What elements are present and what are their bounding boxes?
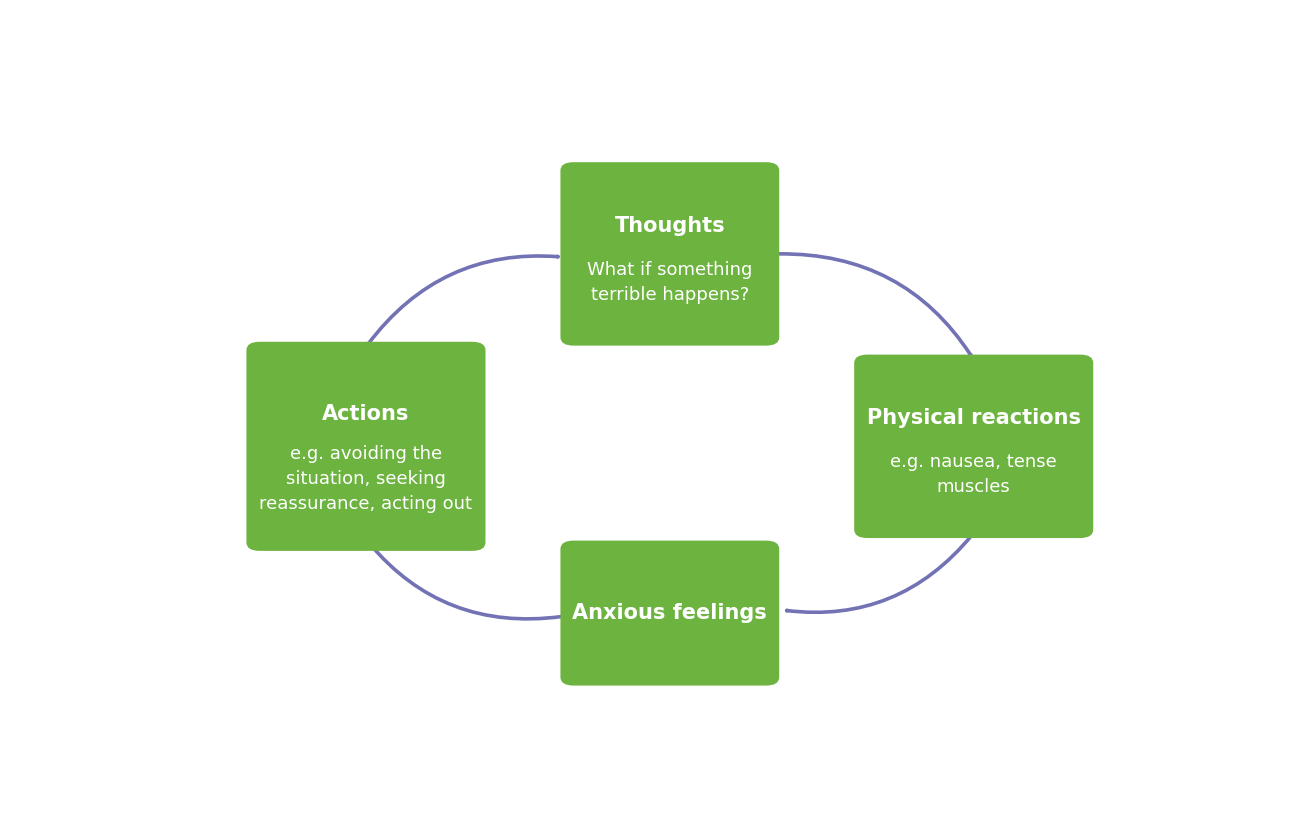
Text: e.g. avoiding the
situation, seeking
reassurance, acting out: e.g. avoiding the situation, seeking rea… — [260, 445, 472, 513]
Text: e.g. nausea, tense
muscles: e.g. nausea, tense muscles — [890, 453, 1057, 496]
Text: Actions: Actions — [323, 404, 409, 424]
FancyBboxPatch shape — [561, 162, 779, 346]
FancyBboxPatch shape — [855, 355, 1093, 538]
Text: Physical reactions: Physical reactions — [867, 408, 1081, 428]
Text: Anxious feelings: Anxious feelings — [572, 603, 767, 623]
Text: Thoughts: Thoughts — [614, 216, 725, 236]
Text: What if something
terrible happens?: What if something terrible happens? — [587, 261, 753, 304]
FancyBboxPatch shape — [247, 342, 485, 551]
FancyBboxPatch shape — [561, 541, 779, 686]
